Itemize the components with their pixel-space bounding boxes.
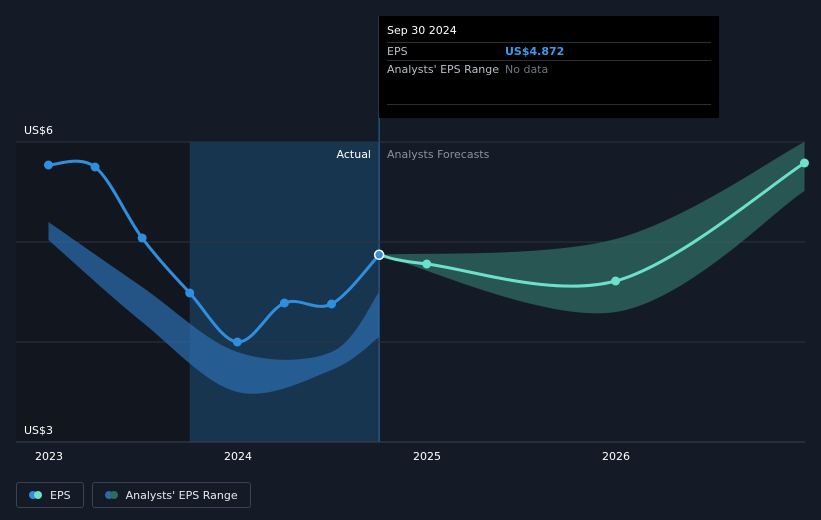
forecast-eps-point xyxy=(422,259,432,269)
tooltip-eps-label: EPS xyxy=(387,45,408,58)
actual-eps-point xyxy=(43,160,53,170)
actual-eps-point xyxy=(279,298,289,308)
y-tick-label: US$6 xyxy=(24,124,53,137)
legend-eps-label: EPS xyxy=(50,488,71,502)
x-tick-label: 2024 xyxy=(224,450,252,463)
actual-eps-point xyxy=(90,162,100,172)
x-tick-label: 2025 xyxy=(413,450,441,463)
tooltip-range-row: Analysts' EPS Range No data xyxy=(387,60,711,78)
actual-region-label: Actual xyxy=(337,148,371,161)
y-tick-label: US$3 xyxy=(24,424,53,437)
forecast-eps-line xyxy=(377,161,806,288)
tooltip-range-label: Analysts' EPS Range xyxy=(387,63,500,76)
tooltip-eps-value: US$4.872 xyxy=(505,45,565,58)
tooltip-range-value: No data xyxy=(505,63,549,76)
x-tick-label: 2023 xyxy=(35,450,63,463)
x-tick-label: 2026 xyxy=(602,450,630,463)
actual-eps-point xyxy=(232,337,242,347)
legend-range-label: Analysts' EPS Range xyxy=(125,488,238,502)
actual-eps-point xyxy=(185,288,195,298)
past-region xyxy=(16,142,190,442)
forecast-eps-point xyxy=(611,276,621,286)
legend-eps-button[interactable]: EPS xyxy=(16,482,84,508)
chart-legend: EPS Analysts' EPS Range xyxy=(16,482,251,508)
highlight-region xyxy=(189,142,380,442)
range-swatch-icon xyxy=(104,491,118,499)
tooltip-eps-row: EPS US$4.872 xyxy=(387,42,711,60)
forecast-eps-point xyxy=(799,158,809,168)
tooltip-divider xyxy=(387,104,711,105)
actual-eps-point xyxy=(137,233,147,243)
hovered-eps-point xyxy=(373,249,385,261)
eps-swatch-icon xyxy=(29,491,42,499)
eps-tooltip: Sep 30 2024 EPS US$4.872 Analysts' EPS R… xyxy=(379,16,719,118)
forecast-range-band xyxy=(379,142,805,314)
tooltip-date: Sep 30 2024 xyxy=(387,24,457,37)
forecast-region-label: Analysts Forecasts xyxy=(387,148,490,161)
actual-range-band xyxy=(48,222,380,394)
actual-eps-point xyxy=(327,299,337,309)
legend-range-button[interactable]: Analysts' EPS Range xyxy=(91,482,251,508)
